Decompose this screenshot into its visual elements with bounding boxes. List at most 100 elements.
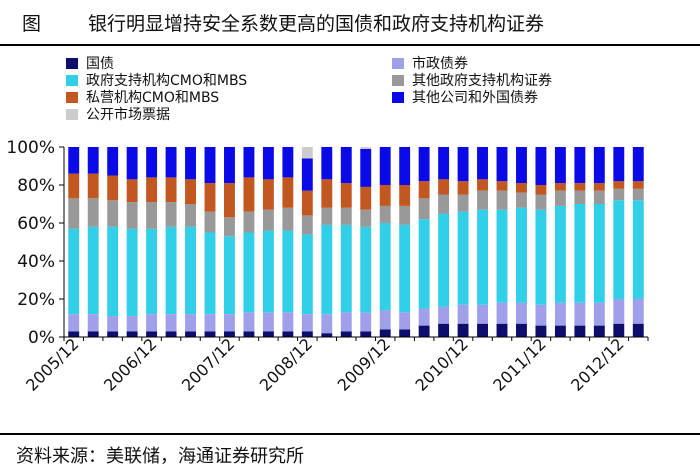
bar-segment bbox=[457, 323, 469, 337]
bar-segment bbox=[574, 147, 586, 184]
bar-segment bbox=[165, 314, 177, 332]
bar-segment bbox=[185, 147, 196, 180]
bar-segment bbox=[593, 325, 605, 337]
bar-segment bbox=[321, 314, 333, 334]
bar-segment bbox=[340, 331, 352, 337]
bar-segment bbox=[243, 232, 255, 313]
bar-segment bbox=[516, 207, 527, 303]
bar-segment bbox=[301, 331, 313, 337]
bar-segment bbox=[418, 147, 430, 182]
bar-segment bbox=[477, 304, 488, 324]
bar-segment bbox=[204, 232, 216, 315]
x-tick-label: 2012/12 bbox=[567, 334, 627, 394]
bar-segment bbox=[593, 302, 605, 326]
bar-segment bbox=[593, 183, 605, 191]
bar-segment bbox=[418, 198, 430, 220]
bar-segment bbox=[632, 323, 644, 337]
bar-segment bbox=[185, 314, 196, 332]
bar-segment bbox=[418, 308, 430, 326]
bar-segment bbox=[68, 198, 80, 229]
bar-segment bbox=[632, 147, 644, 182]
bar-segment bbox=[438, 147, 450, 180]
bar-segment bbox=[574, 190, 586, 204]
footer-divider bbox=[0, 433, 700, 435]
bar-segment bbox=[438, 323, 450, 337]
bar-segment bbox=[243, 312, 255, 332]
bar-segment bbox=[87, 331, 99, 337]
bar-segment bbox=[165, 226, 177, 315]
bar-segment bbox=[477, 147, 488, 180]
legend-label: 公开市场票据 bbox=[86, 106, 170, 123]
legend-label: 私营机构CMO和MBS bbox=[86, 90, 219, 106]
bar-segment bbox=[613, 188, 625, 201]
bar-segment bbox=[418, 181, 430, 199]
bar-segment bbox=[554, 183, 566, 191]
bar-segment bbox=[68, 314, 80, 332]
bar-segment bbox=[477, 209, 488, 305]
bar-segment bbox=[68, 228, 80, 315]
bar-segment bbox=[68, 173, 80, 199]
bar-segment bbox=[516, 192, 527, 208]
bar-segment bbox=[87, 173, 99, 199]
bar-segment bbox=[107, 175, 119, 201]
bar-segment bbox=[360, 312, 372, 332]
bar-segment bbox=[301, 190, 313, 216]
bar-segment bbox=[593, 190, 605, 204]
bar-segment bbox=[301, 215, 313, 235]
bar-segment bbox=[107, 200, 119, 227]
bar-segment bbox=[87, 147, 99, 174]
title-bar: 图 银行明显增持安全系数更高的国债和政府支持机构证券 bbox=[0, 0, 700, 46]
bar-segment bbox=[321, 333, 333, 337]
bar-segment bbox=[457, 211, 469, 305]
bar-segment bbox=[185, 226, 196, 315]
bar-segment bbox=[379, 310, 391, 330]
legend-label: 市政债券 bbox=[412, 55, 468, 72]
legend-swatch bbox=[66, 109, 78, 120]
bar-segment bbox=[496, 323, 508, 337]
bar-segment bbox=[360, 331, 372, 337]
bar-segment bbox=[496, 302, 508, 324]
bar-segment bbox=[399, 312, 411, 330]
bar-segment bbox=[613, 323, 625, 337]
bar-segment bbox=[126, 228, 138, 317]
bar-segment bbox=[399, 147, 411, 185]
bar-segment bbox=[243, 211, 255, 233]
bar-segment bbox=[399, 205, 411, 225]
bar-segment bbox=[262, 179, 274, 210]
bar-segment bbox=[224, 331, 235, 337]
bar-segment bbox=[516, 183, 527, 193]
bar-segment bbox=[438, 194, 450, 214]
bar-segment bbox=[204, 314, 216, 332]
bar-segment bbox=[535, 194, 547, 210]
bar-segment bbox=[301, 147, 313, 159]
bar-segment bbox=[301, 158, 313, 191]
bar-segment bbox=[165, 147, 177, 178]
bar-segment bbox=[379, 185, 391, 206]
bar-segment bbox=[516, 147, 527, 184]
bar-segment bbox=[224, 147, 235, 184]
bar-segment bbox=[224, 236, 235, 315]
x-tick-label: 2006/12 bbox=[100, 334, 160, 394]
bar-segment bbox=[554, 205, 566, 303]
bar-segment bbox=[496, 190, 508, 210]
legend-swatch bbox=[66, 75, 78, 86]
bar-segment bbox=[321, 147, 333, 180]
bar-segment bbox=[126, 179, 138, 203]
bar-segment bbox=[165, 331, 177, 337]
y-tick-label: 80% bbox=[17, 176, 55, 196]
bar-segment bbox=[185, 204, 196, 227]
bar-segment bbox=[457, 147, 469, 182]
bar-segment bbox=[146, 177, 158, 203]
bar-segment bbox=[126, 147, 138, 180]
bar-segment bbox=[613, 200, 625, 299]
y-tick-label: 0% bbox=[28, 328, 55, 348]
bar-segment bbox=[496, 181, 508, 191]
bar-segment bbox=[107, 147, 119, 176]
bar-segment bbox=[360, 148, 372, 187]
legend-label: 其他政府支持机构证券 bbox=[412, 73, 552, 89]
bar-segment bbox=[554, 325, 566, 337]
bar-segment bbox=[185, 331, 196, 337]
bar-segment bbox=[399, 329, 411, 337]
bar-segment bbox=[632, 200, 644, 299]
bar-segment bbox=[126, 331, 138, 337]
